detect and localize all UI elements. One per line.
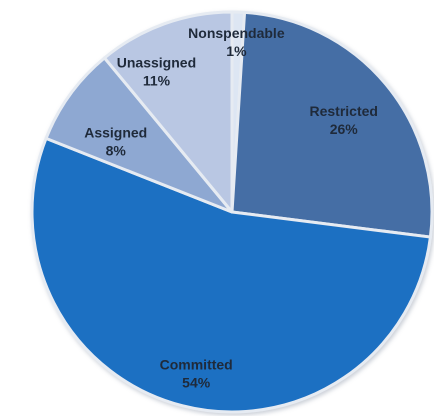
slice-name-label: Committed — [160, 356, 233, 372]
pie-slices — [30, 10, 434, 414]
pie-slice-assigned — [44, 56, 234, 214]
slice-value-label: 26% — [330, 121, 359, 137]
slice-value-label: 11% — [143, 73, 171, 89]
pie-slice-restricted — [230, 10, 434, 239]
slice-name-label: Nonspendable — [188, 25, 285, 41]
slice-name-label: Unassigned — [117, 55, 196, 71]
slice-value-label: 1% — [226, 43, 247, 59]
slice-name-label: Assigned — [84, 125, 147, 141]
slice-value-label: 8% — [106, 143, 127, 159]
slice-value-label: 54% — [182, 374, 211, 390]
pie-labels: Nonspendable 1% Restricted 26% Committed 54% A… — [84, 25, 378, 390]
slice-name-label: Restricted — [309, 103, 377, 119]
pie-slice-unassigned — [103, 10, 234, 214]
pie-slice-committed — [30, 136, 432, 414]
